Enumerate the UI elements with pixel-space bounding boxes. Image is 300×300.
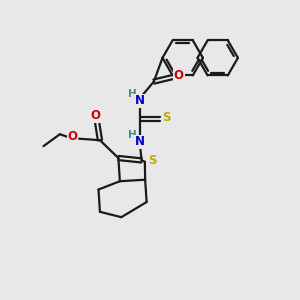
Text: N: N [134, 136, 145, 148]
Text: O: O [174, 69, 184, 82]
Text: N: N [134, 94, 145, 107]
Text: O: O [68, 130, 78, 143]
Text: S: S [163, 111, 171, 124]
Text: S: S [148, 154, 157, 167]
Text: H: H [128, 130, 136, 140]
Text: H: H [128, 88, 136, 98]
Text: O: O [91, 109, 100, 122]
